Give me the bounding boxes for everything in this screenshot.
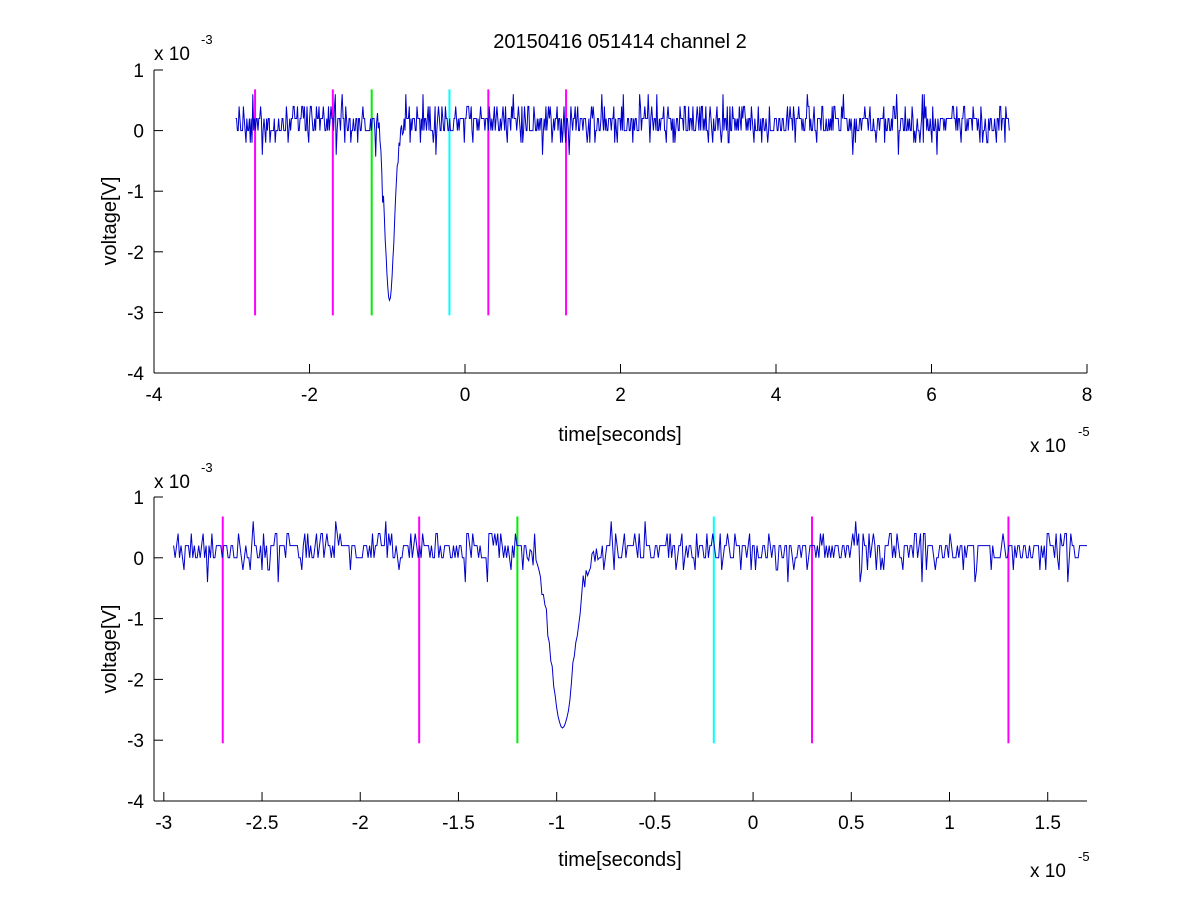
x-axis-label-top: time[seconds] — [558, 424, 681, 446]
x-multiplier-power-bottom: -5 — [1078, 849, 1090, 864]
x-tick-label: -0.5 — [638, 813, 671, 834]
y-multiplier-top: x 10 — [154, 44, 190, 65]
chart-title: 20150416 051414 channel 2 — [493, 31, 747, 53]
x-tick-label: -3 — [155, 813, 172, 834]
y-tick-label: -1 — [127, 610, 144, 631]
y-tick-label: 1 — [133, 61, 144, 82]
y-multiplier-bottom: x 10 — [154, 472, 190, 493]
x-tick-label: 4 — [771, 385, 782, 406]
y-tick-label: 1 — [133, 488, 144, 509]
x-tick-label: 1 — [944, 813, 955, 834]
voltage-trace — [173, 521, 1087, 729]
x-multiplier-bottom: x 10 — [1030, 861, 1066, 882]
x-tick-label: 2 — [615, 385, 626, 406]
y-tick-label: -4 — [127, 792, 144, 813]
y-tick-label: 0 — [133, 122, 144, 143]
y-tick-label: -2 — [127, 670, 144, 691]
x-tick-label: -1.5 — [442, 813, 475, 834]
x-tick-label: -2 — [301, 385, 318, 406]
x-tick-label: 0 — [460, 385, 471, 406]
x-axis-label-bottom: time[seconds] — [558, 849, 681, 871]
y-multiplier-power-bottom: -3 — [201, 460, 213, 475]
x-multiplier-top: x 10 — [1030, 436, 1066, 457]
top-subplot: 20150416 051414 channel 2 x 10 -3 1 0 -1 -2… — [99, 31, 1092, 457]
x-tick-label: 6 — [926, 385, 937, 406]
y-tick-label: -1 — [127, 182, 144, 203]
bottom-subplot: x 10 -3 1 0 -1 -2 -3 -4 -3 -2.5 -2 -1.5 -1 -0.5 0 0.… — [99, 460, 1090, 882]
y-multiplier-power-top: -3 — [201, 32, 213, 47]
y-tick-label: -2 — [127, 243, 144, 264]
x-tick-label: -1 — [548, 813, 565, 834]
x-tick-label: -4 — [146, 385, 163, 406]
x-tick-label: -2.5 — [246, 813, 279, 834]
y-axis-label-bottom: voltage[V] — [99, 605, 121, 694]
x-tick-label: -2 — [352, 813, 369, 834]
y-axis-label-top: voltage[V] — [99, 177, 121, 266]
y-tick-label: -4 — [127, 364, 144, 385]
y-tick-label: -3 — [127, 731, 144, 752]
x-tick-label: 1.5 — [1035, 813, 1061, 834]
voltage-trace — [235, 94, 1010, 302]
x-tick-label: 0 — [748, 813, 759, 834]
y-tick-label: -3 — [127, 303, 144, 324]
x-tick-label: 8 — [1082, 385, 1093, 406]
y-tick-label: 0 — [133, 549, 144, 570]
x-multiplier-power-top: -5 — [1078, 424, 1090, 439]
x-tick-label: 0.5 — [838, 813, 864, 834]
